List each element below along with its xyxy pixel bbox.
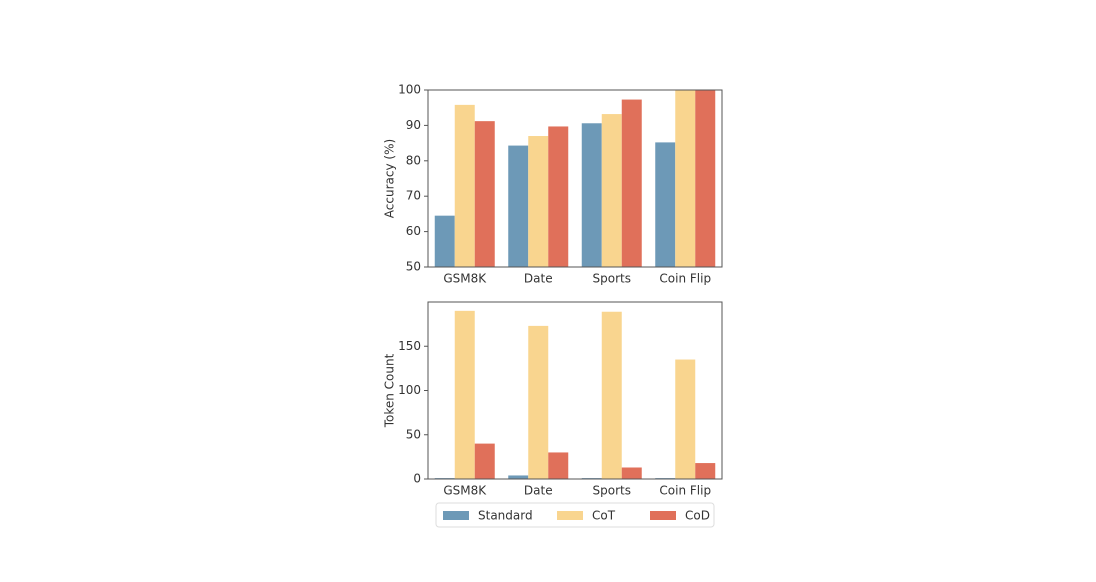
legend-label: Standard [478, 509, 533, 523]
bar [454, 310, 475, 479]
bar [434, 215, 455, 267]
x-tick-label: Date [524, 484, 553, 498]
y-tick-label: 100 [398, 83, 421, 97]
y-tick-label: 0 [413, 472, 421, 486]
bar [474, 443, 495, 479]
y-tick-label: 60 [406, 224, 421, 238]
y-tick-label: 50 [406, 260, 421, 274]
bar [675, 90, 696, 267]
legend-label: CoT [592, 509, 616, 523]
y-tick-label: 70 [406, 189, 421, 203]
y-tick-label: 50 [406, 427, 421, 441]
y-tick-label: 90 [406, 118, 421, 132]
legend-swatch [650, 511, 676, 520]
y-tick-label: 150 [398, 339, 421, 353]
bar [655, 142, 676, 267]
y-tick-label: 80 [406, 153, 421, 167]
bar [474, 121, 495, 267]
bar [508, 475, 529, 479]
bar [528, 136, 549, 267]
bar [528, 325, 549, 479]
axes-frame [427, 89, 723, 268]
bar [601, 114, 622, 268]
legend-swatch [557, 511, 583, 520]
bar [508, 145, 529, 267]
legend-swatch [443, 511, 469, 520]
x-tick-label: Coin Flip [659, 272, 711, 286]
y-axis-label: Accuracy (%) [383, 139, 397, 218]
bar [601, 311, 622, 479]
y-axis-label: Token Count [383, 353, 397, 428]
bar [581, 123, 602, 267]
y-tick-label: 100 [398, 383, 421, 397]
x-tick-label: Coin Flip [659, 484, 711, 498]
x-tick-label: Date [524, 272, 553, 286]
bar [548, 126, 569, 267]
bar [695, 90, 716, 267]
x-tick-label: Sports [593, 272, 631, 286]
x-tick-label: GSM8K [443, 272, 487, 286]
bar [548, 452, 569, 479]
bar [621, 467, 642, 479]
bar [675, 359, 696, 479]
bar [454, 104, 475, 267]
axes-frame [427, 301, 723, 480]
bar [621, 99, 642, 267]
x-tick-label: GSM8K [443, 484, 487, 498]
x-tick-label: Sports [593, 484, 631, 498]
bar [695, 463, 716, 479]
legend-label: CoD [685, 509, 710, 523]
